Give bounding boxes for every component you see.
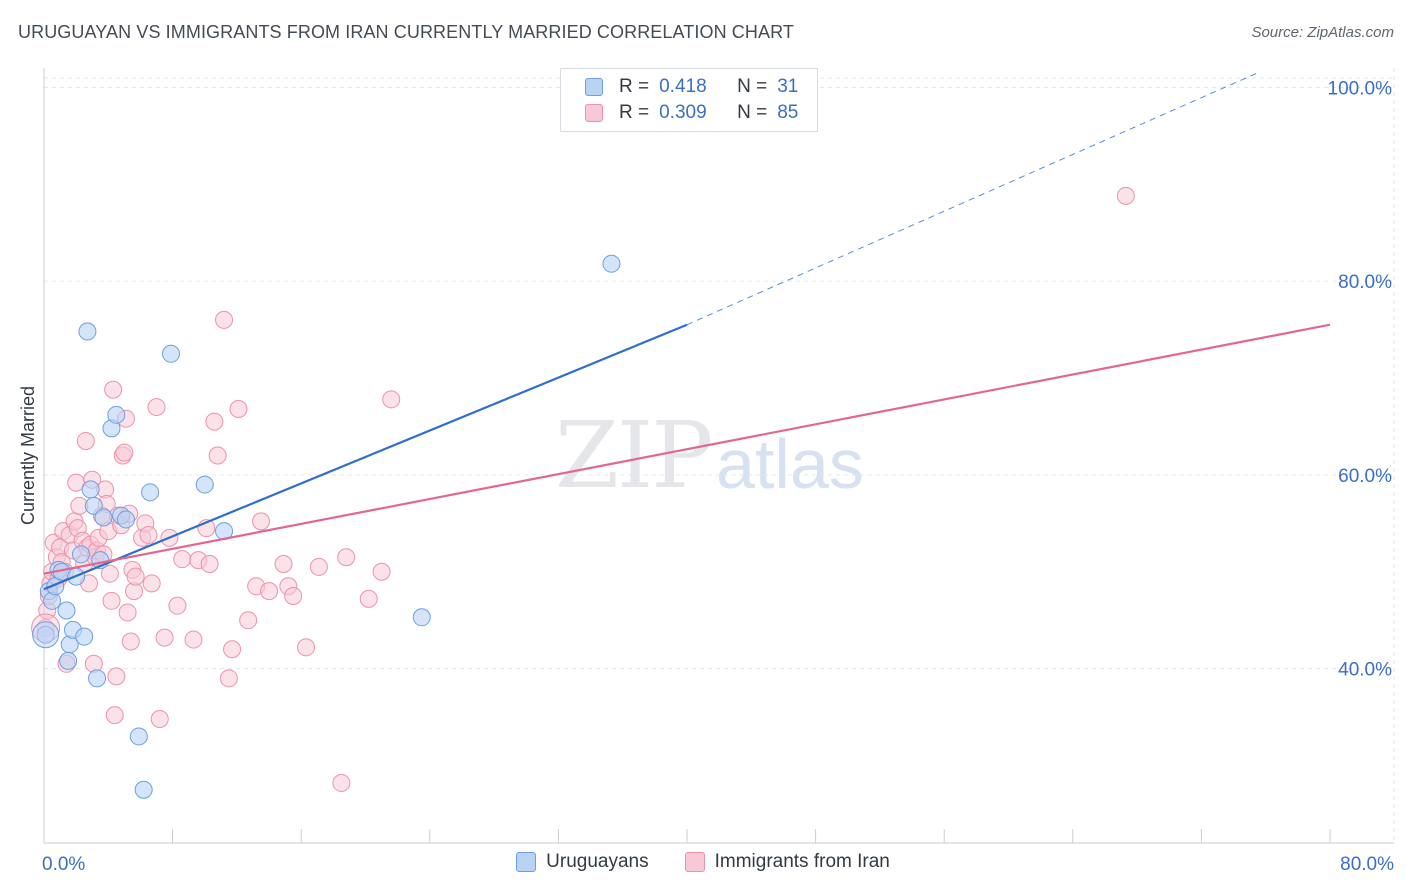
point-iran (223, 640, 242, 659)
point-uruguayans (59, 651, 78, 670)
legend-n-label: N = (737, 76, 768, 97)
point-iran (104, 380, 123, 399)
point-uruguayans (116, 510, 135, 529)
point-iran (168, 596, 187, 615)
trend-line-uruguayans-extension (686, 72, 1258, 326)
point-iran (102, 591, 121, 610)
point-iran (100, 564, 119, 583)
point-iran (252, 512, 271, 531)
axis-layer (43, 68, 1394, 844)
legend-r-value: 0.418 (659, 76, 707, 97)
watermark-zip: ZIP (555, 402, 713, 509)
point-uruguayans (71, 545, 90, 564)
point-iran (107, 667, 126, 686)
point-iran (147, 398, 166, 417)
trend-line-uruguayans (43, 323, 688, 591)
trend-lines (43, 72, 1331, 591)
point-iran (372, 562, 391, 581)
point-iran (309, 557, 328, 576)
legend-row-iran: R = 0.309 N = 85 (585, 101, 798, 125)
point-iran (208, 446, 227, 465)
bottom-legend-uruguayans[interactable]: Uruguayans (516, 851, 649, 873)
point-uruguayans (81, 480, 100, 499)
chart-title: URUGUAYAN VS IMMIGRANTS FROM IRAN CURREN… (18, 22, 794, 42)
legend-swatch-iran (585, 104, 603, 122)
bottom-legend: Uruguayans Immigrants from Iran (0, 851, 1406, 873)
y-tick-label: 80.0% (1338, 272, 1392, 293)
legend-n-value: 85 (777, 102, 799, 123)
point-iran (184, 630, 203, 649)
point-iran (274, 555, 293, 573)
bottom-legend-label-uruguayans: Uruguayans (546, 851, 649, 872)
point-uruguayans (88, 669, 107, 688)
legend: R = 0.418 N = 31 R = 0.309 N = 85 (560, 68, 818, 132)
point-iran (115, 443, 134, 462)
legend-r-label: R = (619, 76, 650, 97)
y-tick-label: 40.0% (1338, 660, 1392, 681)
point-iran (118, 603, 137, 622)
point-iran (76, 431, 95, 450)
x-tick-label: 0.0% (42, 854, 85, 875)
point-iran (219, 669, 238, 688)
point-iran (239, 611, 258, 630)
point-uruguayans (75, 627, 94, 646)
point-iran (84, 654, 103, 673)
point-iran (155, 628, 174, 647)
point-uruguayans (57, 601, 76, 620)
legend-n-value: 31 (777, 76, 799, 97)
grid-layer (44, 68, 1395, 843)
point-iran (297, 638, 316, 657)
point-uruguayans (161, 344, 180, 363)
point-uruguayans (107, 405, 126, 424)
point-iran (215, 310, 234, 329)
point-uruguayans (78, 322, 97, 341)
legend-row-uruguayans: R = 0.418 N = 31 (585, 75, 798, 99)
point-uruguayans (43, 591, 62, 610)
point-iran (139, 525, 158, 544)
bottom-legend-label-iran: Immigrants from Iran (714, 851, 890, 872)
point-uruguayans (134, 780, 153, 799)
point-iran (260, 582, 279, 601)
point-iran (121, 632, 140, 651)
series-iran-points (31, 186, 1135, 792)
trend-line-iran (43, 323, 1331, 575)
point-uruguayans (412, 608, 431, 627)
x-tick-label: 80.0% (1340, 854, 1394, 875)
legend-n-label: N = (737, 102, 768, 123)
point-uruguayans (94, 508, 113, 527)
y-tick-label: 60.0% (1338, 466, 1392, 487)
point-iran (126, 567, 145, 586)
point-iran (229, 400, 248, 418)
y-axis-label: Currently Married (18, 386, 38, 525)
legend-r-value: 0.309 (659, 102, 707, 123)
point-iran (105, 706, 124, 725)
bottom-legend-swatch-uruguayans (516, 852, 537, 872)
point-iran (337, 548, 356, 567)
point-iran (332, 773, 351, 792)
point-iran (200, 555, 219, 573)
point-uruguayans (141, 483, 160, 502)
point-uruguayans (602, 254, 621, 273)
bottom-legend-iran[interactable]: Immigrants from Iran (684, 851, 890, 873)
point-iran (150, 710, 169, 728)
source-label: Source: ZipAtlas.com (1251, 24, 1394, 41)
y-tick-label: 100.0% (1328, 78, 1393, 99)
bottom-legend-swatch-iran (684, 852, 705, 872)
point-uruguayans (195, 475, 214, 494)
point-uruguayans (84, 496, 103, 515)
tick-labels: 40.0% 60.0% 80.0% 100.0% 0.0% 80.0% Currently … (18, 78, 1394, 875)
point-iran (142, 574, 161, 593)
point-iran (382, 390, 401, 409)
point-iran (1116, 186, 1135, 205)
point-uruguayans-cluster (32, 621, 60, 649)
point-iran (173, 550, 192, 569)
legend-swatch-uruguayans (585, 78, 603, 96)
series-uruguayans-points (32, 254, 621, 799)
legend-r-label: R = (619, 102, 650, 123)
point-iran (205, 412, 224, 431)
point-uruguayans (129, 727, 148, 746)
point-iran (284, 586, 303, 605)
point-iran (359, 589, 378, 608)
